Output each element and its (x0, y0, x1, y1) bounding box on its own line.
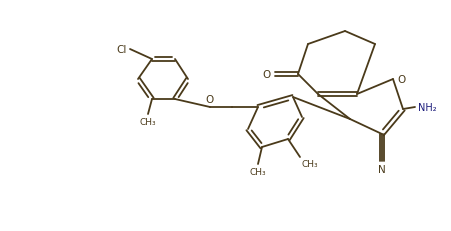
Text: O: O (262, 70, 271, 80)
Text: CH₃: CH₃ (301, 159, 318, 168)
Text: N: N (377, 164, 385, 174)
Text: Cl: Cl (116, 45, 127, 55)
Text: NH₂: NH₂ (417, 103, 436, 112)
Text: CH₃: CH₃ (139, 118, 156, 126)
Text: CH₃: CH₃ (249, 167, 266, 176)
Text: O: O (205, 94, 214, 105)
Text: O: O (396, 75, 405, 85)
